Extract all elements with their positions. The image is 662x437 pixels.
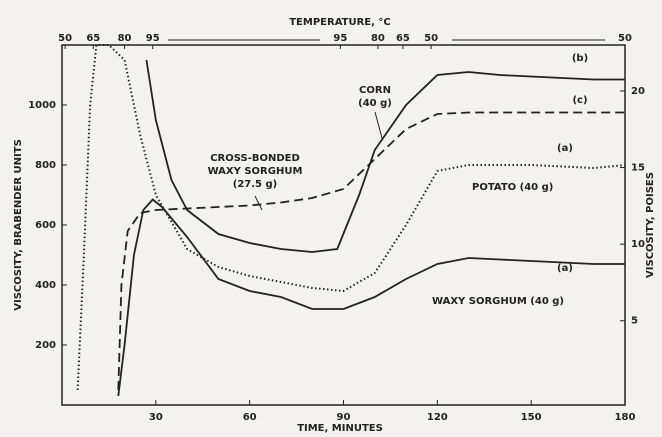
y2-tick-label: 15 bbox=[631, 163, 645, 174]
pointer bbox=[374, 111, 383, 139]
x-tick-label: 90 bbox=[337, 412, 351, 423]
curve-annotation: POTATO (40 g) bbox=[472, 182, 553, 193]
plot-frame bbox=[61, 44, 626, 406]
curve-label: (b) bbox=[572, 53, 588, 64]
viscosity-curve bbox=[117, 198, 625, 397]
curve-annotation: WAXY SORGHUM bbox=[208, 166, 303, 177]
y2-axis-title: VISCOSITY, POISES bbox=[645, 172, 656, 278]
viscosity-curve bbox=[145, 59, 625, 253]
y-tick-label: 200 bbox=[35, 340, 56, 351]
top-tick-label: 95 bbox=[333, 33, 347, 44]
y-tick-label: 1000 bbox=[28, 100, 56, 111]
top-tick-label: 50 bbox=[58, 33, 72, 44]
x-tick-label: 120 bbox=[427, 412, 448, 423]
curve-label: (c) bbox=[572, 95, 587, 106]
y-tick-label: 800 bbox=[35, 160, 56, 171]
curve-label: (a) bbox=[557, 263, 573, 274]
y2-tick-label: 5 bbox=[631, 316, 638, 327]
top-tick-label: 65 bbox=[86, 33, 100, 44]
curve-annotation: WAXY SORGHUM (40 g) bbox=[432, 296, 564, 307]
x-tick-label: 150 bbox=[521, 412, 542, 423]
y-tick-label: 600 bbox=[35, 220, 56, 231]
top-axis-title: TEMPERATURE, °C bbox=[289, 17, 391, 28]
y2-tick-label: 10 bbox=[631, 239, 645, 250]
viscosity-curve bbox=[117, 111, 625, 391]
top-tick-label: 80 bbox=[371, 33, 385, 44]
x-tick-label: 180 bbox=[615, 412, 636, 423]
x-tick-label: 30 bbox=[149, 412, 163, 423]
top-tick-label: 50 bbox=[424, 33, 438, 44]
pointer bbox=[254, 195, 263, 211]
top-tick-label: 50 bbox=[618, 33, 632, 44]
viscosity-curve bbox=[76, 44, 626, 391]
curve-annotation: CROSS-BONDED bbox=[210, 153, 300, 164]
y2-tick-label: 20 bbox=[631, 86, 645, 97]
top-tick-label: 95 bbox=[146, 33, 160, 44]
top-tick-label: 65 bbox=[396, 33, 410, 44]
curve-annotation: (40 g) bbox=[358, 98, 392, 109]
curve-label: (a) bbox=[557, 143, 573, 154]
y-tick-label: 400 bbox=[35, 280, 56, 291]
y-axis-title: VISCOSITY, BRABENDER UNITS bbox=[13, 139, 24, 311]
x-tick-label: 60 bbox=[243, 412, 257, 423]
top-tick-label: 80 bbox=[118, 33, 132, 44]
x-axis-title: TIME, MINUTES bbox=[297, 423, 383, 434]
curve-annotation: (27.5 g) bbox=[233, 179, 277, 190]
curve-annotation: CORN bbox=[359, 85, 391, 96]
